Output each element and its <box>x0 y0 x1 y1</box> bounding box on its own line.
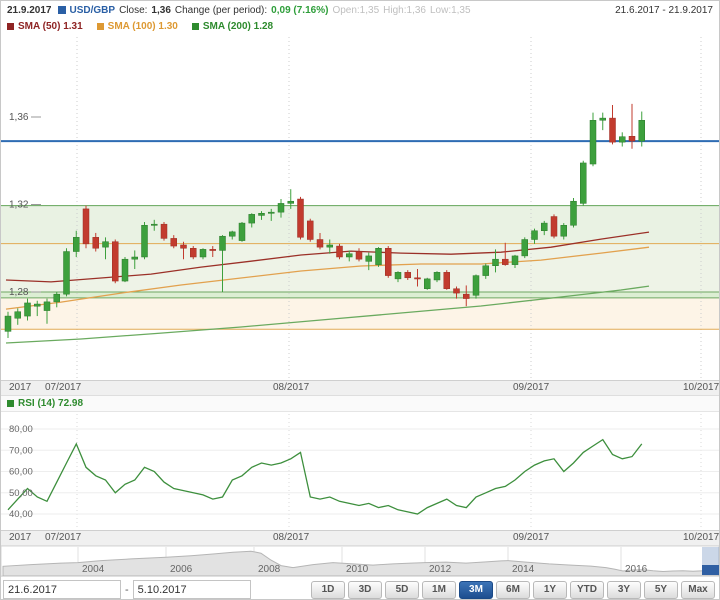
rsi-chart[interactable]: 80,00 70,00 60,00 50,00 40,00 <box>1 412 719 530</box>
rsi-color-icon <box>7 400 14 407</box>
date-to-input[interactable] <box>132 580 251 599</box>
change-label: Change (per period): <box>174 4 268 16</box>
pivot-bands <box>1 205 719 330</box>
range-buttons: 1D 3D 5D 1M 3M 6M 1Y YTD 3Y 5Y Max <box>311 580 717 599</box>
sma200-line <box>5 285 650 344</box>
svg-text:80,00: 80,00 <box>9 424 33 435</box>
date-from-input[interactable] <box>3 580 121 599</box>
range-button-6m[interactable]: 6M <box>496 580 530 599</box>
close-label: Close: <box>119 4 148 16</box>
price-axis-labels: 1,36 1,32 1,28 <box>9 112 41 298</box>
x-axis-label: 08/2017 <box>273 532 310 543</box>
rsi-label: RSI (14) 72.98 <box>18 398 84 409</box>
navigator-year-label: 2006 <box>170 564 193 575</box>
ohl-value: Open:1,35 <box>332 4 380 16</box>
navigator-selection-handle <box>702 565 719 575</box>
navigator-year-label: 2016 <box>625 564 648 575</box>
range-button-3y[interactable]: 3Y <box>607 580 641 599</box>
svg-text:70,00: 70,00 <box>9 445 33 456</box>
close-value: 1,36 <box>151 4 171 16</box>
candles-layer <box>4 103 645 338</box>
x-axis-label: 10/2017 <box>683 532 720 543</box>
svg-text:50,00: 50,00 <box>9 488 33 499</box>
main-x-axis: 2017 07/2017 08/2017 09/2017 10/2017 <box>1 380 719 396</box>
legend-item[interactable]: SMA (200) 1.28 <box>191 21 274 32</box>
range-button-1y[interactable]: 1Y <box>533 580 567 599</box>
svg-text:60,00: 60,00 <box>9 467 33 478</box>
symbol-label: USD/GBP <box>69 4 116 16</box>
rsi-legend-item[interactable]: RSI (14) 72.98 <box>7 398 83 409</box>
sma50-line <box>5 231 650 283</box>
ohl-values: Open:1,35 High:1,36 Low:1,35 <box>332 5 474 16</box>
ohl-value: High:1,36 <box>383 4 426 16</box>
chart-header: 21.9.2017 USD/GBP Close: 1,36 Change (pe… <box>1 1 719 18</box>
range-button-ytd[interactable]: YTD <box>570 580 604 599</box>
legend-color-icon <box>96 23 104 30</box>
range-button-1d[interactable]: 1D <box>311 580 345 599</box>
change-value: 0,09 (7.16%) <box>271 4 329 16</box>
legend-label: SMA (50) 1.31 <box>18 21 83 32</box>
navigator-area <box>2 550 719 576</box>
pivot-lines <box>1 140 719 330</box>
period-range: 21.6.2017 - 21.9.2017 <box>615 4 713 16</box>
x-axis-label: 09/2017 <box>513 382 550 393</box>
navigator-year-label: 2014 <box>512 564 535 575</box>
main-price-chart[interactable]: 1,36 1,32 1,28 <box>1 35 719 380</box>
x-axis-label: 07/2017 <box>45 382 82 393</box>
range-button-5y[interactable]: 5Y <box>644 580 678 599</box>
range-button-3m[interactable]: 3M <box>459 580 493 599</box>
rsi-legend: RSI (14) 72.98 <box>1 396 719 412</box>
month-gridlines <box>76 37 702 378</box>
legend-item[interactable]: SMA (50) 1.31 <box>7 21 83 32</box>
x-axis-label: 08/2017 <box>273 382 310 393</box>
date-separator: - <box>125 583 129 596</box>
legend-label: SMA (200) 1.28 <box>202 21 274 32</box>
svg-text:40,00: 40,00 <box>9 509 33 520</box>
svg-text:1,28: 1,28 <box>9 287 29 298</box>
navigator-year-label: 2004 <box>82 564 105 575</box>
rsi-line <box>7 438 643 515</box>
range-button-5d[interactable]: 5D <box>385 580 419 599</box>
range-button-max[interactable]: Max <box>681 580 715 599</box>
navigator-year-label: 2012 <box>429 564 452 575</box>
symbol-color-icon <box>57 6 66 14</box>
cursor-date: 21.9.2017 <box>7 4 52 16</box>
sma100-line <box>5 246 650 310</box>
x-axis-label: 09/2017 <box>513 532 550 543</box>
svg-text:1,32: 1,32 <box>9 200 29 211</box>
ohl-value: Low:1,35 <box>429 4 471 16</box>
navigator-year-label: 2010 <box>346 564 369 575</box>
legend-color-icon <box>191 23 199 30</box>
rsi-axis-labels: 80,00 70,00 60,00 50,00 40,00 <box>9 424 33 520</box>
legend-label: SMA (100) 1.30 <box>107 21 178 32</box>
navigator-chart[interactable]: 2004 2006 2008 2010 2012 2014 2016 <box>1 546 719 576</box>
sma-legend: SMA (50) 1.31 SMA (100) 1.30 SMA (200) 1.2… <box>1 18 719 35</box>
range-button-1m[interactable]: 1M <box>422 580 456 599</box>
legend-color-icon <box>7 23 14 30</box>
x-axis-label: 2017 <box>9 532 32 543</box>
range-button-3d[interactable]: 3D <box>348 580 382 599</box>
legend-item[interactable]: SMA (100) 1.30 <box>96 21 178 32</box>
x-axis-label: 07/2017 <box>45 532 82 543</box>
svg-text:1,36: 1,36 <box>9 112 29 123</box>
x-axis-label: 2017 <box>9 382 32 393</box>
rsi-gridlines <box>1 414 719 528</box>
x-axis-label: 10/2017 <box>683 382 720 393</box>
rsi-x-axis: 2017 07/2017 08/2017 09/2017 10/2017 <box>1 530 719 546</box>
navigator-year-label: 2008 <box>258 564 281 575</box>
